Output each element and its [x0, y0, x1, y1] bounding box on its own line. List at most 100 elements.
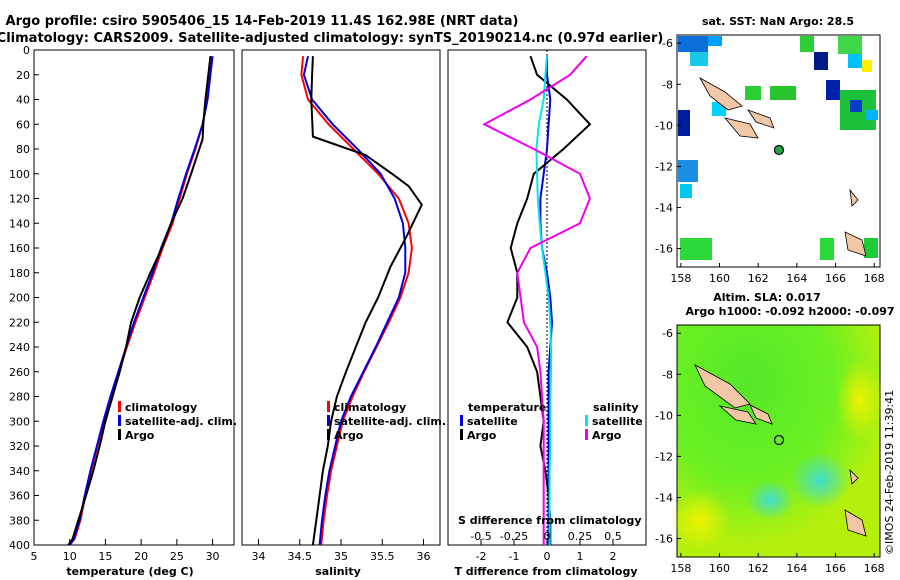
s-diff-tick-label: -0.5: [470, 530, 491, 543]
sst-map: sat. SST: NaN Argo: 28.5: [655, 15, 885, 285]
legend-swatch-climatology: [118, 401, 121, 412]
depth-tick-label: 280: [9, 391, 30, 404]
legend-climatology: climatology: [334, 401, 406, 414]
x-tick-label: 30: [206, 550, 220, 563]
depth-tick-label: 20: [16, 69, 30, 82]
lat-tick-label: -16: [655, 243, 673, 256]
difference-xlabel: T difference from climatology: [454, 565, 637, 578]
sla-field: [670, 360, 884, 550]
difference-legend-salinity: salinity satellite Argo: [585, 401, 643, 442]
legend-sal-argo: Argo: [592, 429, 622, 442]
sst-land: [698, 76, 867, 257]
lat-tick-label: -10: [655, 119, 673, 132]
temperature-xlabel: temperature (deg C): [66, 565, 193, 578]
legend-swatch-satellite: [327, 415, 330, 426]
depth-tick-label: 300: [9, 415, 30, 428]
legend-salinity-title: salinity: [593, 401, 639, 414]
lat-tick-label: -10: [655, 409, 673, 422]
depth-tick-label: 160: [9, 242, 30, 255]
depth-tick-label: 100: [9, 168, 30, 181]
depth-tick-label: 360: [9, 490, 30, 503]
legend-swatch-temp-argo: [460, 429, 463, 440]
sla-land: [694, 364, 867, 537]
series-line-salinity-satellite-adj-clim-: [302, 55, 407, 546]
sst-map-title: sat. SST: NaN Argo: 28.5: [702, 15, 854, 28]
x-tick-label: -1: [509, 550, 520, 563]
depth-tick-label: 320: [9, 440, 30, 453]
lat-tick-label: -16: [655, 533, 673, 546]
salinity-lines: [300, 55, 423, 546]
depth-tick-label: 260: [9, 366, 30, 379]
difference-lines: [482, 55, 592, 545]
legend-swatch-argo: [118, 429, 121, 440]
depth-tick-label: 120: [9, 193, 30, 206]
imos-watermark: ©IMOS 24-Feb-2019 11:39:41: [883, 390, 896, 555]
x-tick-label: 35.5: [370, 550, 395, 563]
x-tick-label: 10: [63, 550, 77, 563]
difference-legend-temperature: temperature satellite Argo: [460, 401, 546, 442]
depth-tick-label: 80: [16, 143, 30, 156]
lon-tick-label: 162: [748, 562, 769, 575]
series-line-difference-salinity-satellite: [535, 56, 552, 545]
s-diff-tick-label: 0.5: [604, 530, 622, 543]
lon-tick-label: 166: [825, 562, 846, 575]
sst-map-ticks: 158 160 162 164 166 168 -6 -8 -10 -12 -14 -16: [655, 37, 885, 285]
salinity-xlabel: salinity: [315, 565, 361, 578]
legend-temp-satellite: satellite: [467, 415, 518, 428]
lat-tick-label: -14: [655, 201, 673, 214]
difference-ticks: -2 -1 0 1 2 -0.5 -0.25 0 0.25 0.5: [470, 530, 621, 563]
lat-tick-label: -12: [655, 450, 673, 463]
x-tick-label: 36: [417, 550, 431, 563]
series-line-salinity-argo: [310, 56, 423, 546]
sla-map-subtitle: Argo h1000: -0.092 h2000: -0.097: [685, 305, 894, 318]
x-tick-label: 34: [252, 550, 266, 563]
legend-temp-argo: Argo: [467, 429, 497, 442]
temperature-panel: 5 10 15 20 25 30 0 20 40 60 80 100 120 140 160 180 200 2…: [9, 44, 453, 578]
lon-tick-label: 168: [864, 272, 885, 285]
temperature-legend: climatology satellite-adj. clim. Argo: [118, 401, 237, 442]
lon-tick-label: 162: [748, 272, 769, 285]
legend-temperature-title: temperature: [468, 401, 546, 414]
depth-tick-label: 220: [9, 316, 30, 329]
salinity-panel: 34 34.5 35 35.5 36 salinity climatology sate…: [241, 49, 446, 578]
title-line-2: Climatology: CARS2009. Satellite-adjuste…: [0, 31, 663, 46]
x-tick-label: 0: [544, 550, 551, 563]
x-tick-label: 1: [577, 550, 584, 563]
legend-satellite-adj: satellite-adj. clim.: [334, 415, 446, 428]
salinity-ticks: 34 34.5 35 35.5 36: [252, 539, 431, 563]
lon-tick-label: 166: [825, 272, 846, 285]
lon-tick-label: 158: [670, 272, 691, 285]
series-line-temperature-argo: [67, 56, 212, 546]
legend-swatch-argo: [327, 429, 330, 440]
lat-tick-label: -14: [655, 491, 673, 504]
legend-swatch-satellite: [118, 415, 121, 426]
depth-tick-label: 340: [9, 465, 30, 478]
series-line-temperature-satellite-adj-clim-: [68, 56, 214, 546]
difference-panel: -2 -1 0 1 2 -0.5 -0.25 0 0.25 0.5 S difference fr…: [447, 49, 647, 578]
x-tick-label: 5: [31, 550, 38, 563]
legend-argo: Argo: [334, 429, 364, 442]
series-line-difference-temperature-satellite: [539, 56, 554, 545]
salinity-legend: climatology satellite-adj. clim. Argo: [327, 401, 446, 442]
depth-tick-label: 140: [9, 217, 30, 230]
depth-ticks: 0 20 40 60 80 100 120 140 160 180 200 220 240 260 280 3…: [9, 44, 453, 552]
x-tick-label: 35: [334, 550, 348, 563]
lat-tick-label: -6: [662, 37, 673, 50]
s-diff-tick-label: 0: [544, 530, 551, 543]
legend-satellite-adj: satellite-adj. clim.: [125, 415, 237, 428]
depth-tick-label: 400: [9, 539, 30, 552]
x-tick-label: 2: [610, 550, 617, 563]
sla-map-title: Altim. SLA: 0.017: [713, 291, 820, 304]
temperature-ticks: 5 10 15 20 25 30: [31, 539, 220, 563]
x-tick-label: 34.5: [288, 550, 313, 563]
lon-tick-label: 168: [864, 562, 885, 575]
x-tick-label: 20: [134, 550, 148, 563]
legend-argo: Argo: [125, 429, 155, 442]
depth-tick-label: 180: [9, 267, 30, 280]
lat-tick-label: -8: [662, 78, 673, 91]
series-line-difference-salinity-argo: [482, 55, 591, 545]
x-tick-label: 25: [170, 550, 184, 563]
legend-sal-satellite: satellite: [592, 415, 643, 428]
series-line-salinity-climatology: [300, 56, 413, 546]
